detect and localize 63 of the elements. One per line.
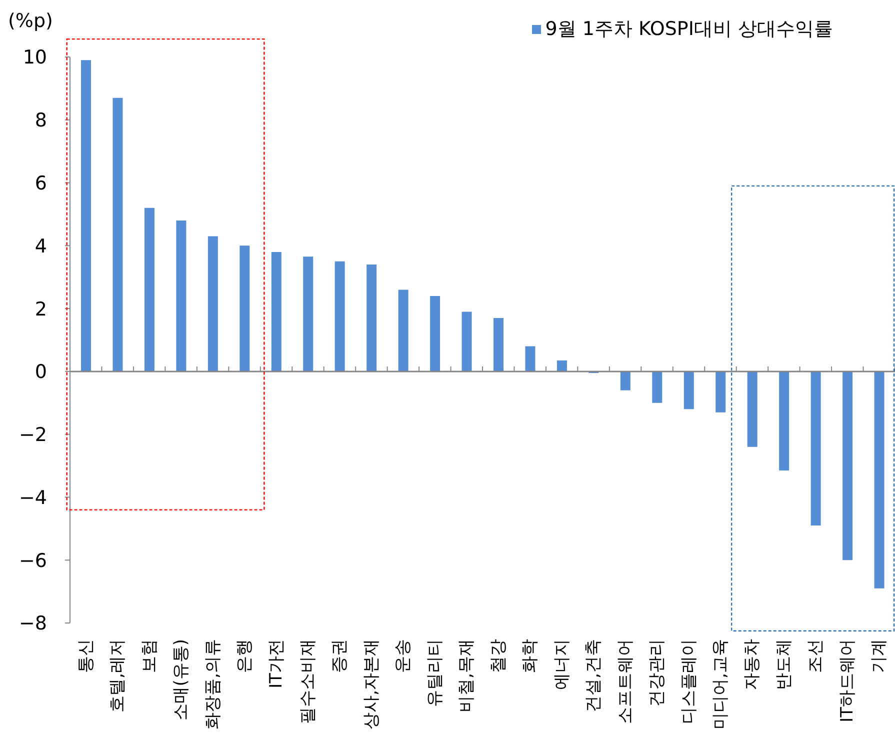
- x-tick-label: 에너지: [552, 639, 572, 690]
- x-tick-label: 운송: [393, 639, 414, 673]
- bar: [810, 371, 821, 526]
- bar: [716, 371, 726, 412]
- y-tick-label: 10: [22, 46, 47, 69]
- x-tick-label: 화학: [520, 639, 540, 673]
- bar: [620, 371, 630, 390]
- x-tick-label: 기계: [869, 639, 890, 673]
- x-tick-label: 상사,자본재: [361, 639, 382, 730]
- x-tick-label: 유틸리티: [424, 639, 445, 707]
- x-tick-label: 조선: [806, 639, 826, 673]
- x-tick-label: 반도체: [774, 639, 794, 690]
- bar: [144, 208, 154, 372]
- x-tick-label: 건설,건축: [584, 639, 604, 712]
- x-tick-label: 화장품,의류: [202, 639, 223, 730]
- x-tick-label: 미디어,교육: [710, 639, 730, 730]
- y-tick-label: −6: [18, 550, 47, 572]
- x-tick-label: 비철,목재: [456, 639, 477, 712]
- bar: [874, 371, 884, 588]
- y-tick-label: −2: [18, 424, 47, 446]
- y-tick-label: 6: [34, 172, 47, 195]
- x-tick-label: 호텔,레저: [108, 639, 128, 712]
- bar: [176, 220, 186, 372]
- x-tick-label: 필수소비재: [298, 639, 318, 724]
- bar: [684, 371, 694, 410]
- x-tick-label: IT가전: [266, 639, 286, 688]
- x-tick-label: 소프트웨어: [615, 639, 636, 724]
- x-tick-label: 철강: [488, 639, 508, 673]
- bar: [334, 261, 345, 372]
- x-tick-label: 자동차: [742, 639, 762, 690]
- x-tick-label: 디스플레이: [678, 639, 699, 724]
- bar: [842, 371, 853, 560]
- bar: [462, 312, 472, 372]
- legend-label: 9월 1주차 KOSPI대비 상대수익률: [545, 18, 833, 40]
- x-tick-label: 은행: [234, 639, 255, 673]
- x-tick-label: 소매(유통): [171, 639, 192, 720]
- x-tick-label: 보험: [139, 639, 160, 673]
- x-tick-label: 증권: [330, 639, 350, 673]
- bar: [398, 290, 408, 372]
- bar: [303, 256, 314, 372]
- bar: [525, 346, 536, 372]
- bar: [366, 264, 377, 372]
- y-tick-label: −8: [18, 612, 47, 635]
- bar: [240, 246, 250, 372]
- bar: [747, 371, 758, 447]
- y-tick-label: 8: [34, 110, 47, 132]
- bar: [652, 371, 662, 403]
- bar: [494, 318, 504, 372]
- y-tick-label: 0: [34, 361, 47, 384]
- x-tick-label: 통신: [76, 639, 96, 673]
- y-tick-label: 4: [34, 235, 47, 258]
- bar: [779, 371, 790, 470]
- bar: [271, 252, 282, 372]
- bar: [81, 60, 91, 372]
- bar: [556, 360, 567, 372]
- bar: [430, 296, 440, 372]
- y-axis-title: (%p): [8, 10, 53, 32]
- y-tick-label: 2: [34, 298, 47, 320]
- bar: [112, 98, 123, 372]
- y-tick-label: −4: [18, 486, 47, 509]
- x-tick-label: 건강관리: [647, 639, 668, 707]
- x-tick-label: IT하드웨어: [837, 639, 858, 722]
- bar: [208, 236, 218, 372]
